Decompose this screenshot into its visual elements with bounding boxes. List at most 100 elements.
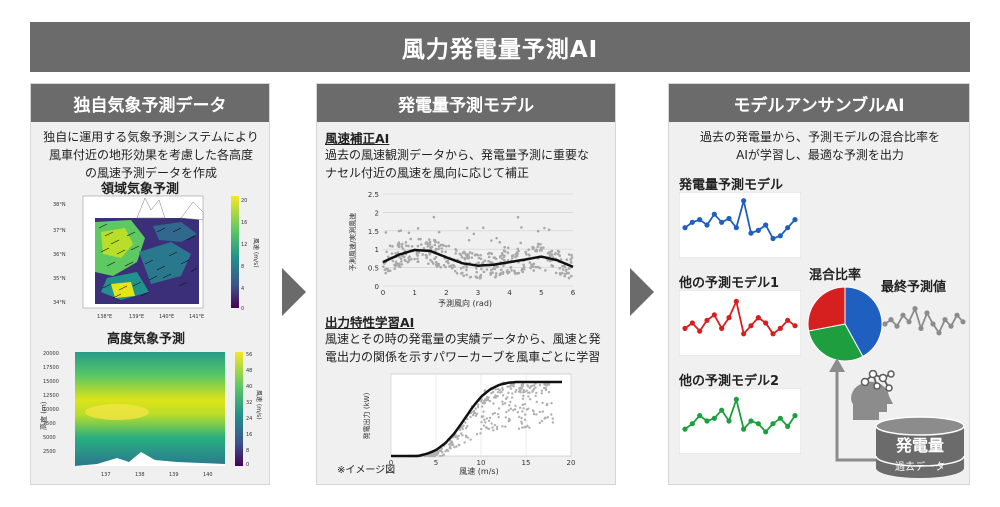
chart1-point: [385, 250, 388, 254]
chart1-point: [465, 268, 468, 272]
panel-weather-data: 独自気象予測データ 独自に運用する気象予測システムにより 風車付近の地形効果を考…: [30, 83, 270, 485]
series-point: [755, 315, 761, 321]
chart1-point: [467, 253, 470, 257]
chart2-point: [442, 453, 446, 456]
chart1-point: [507, 270, 511, 274]
series-point: [918, 325, 924, 331]
series-line: [884, 306, 964, 335]
chart2-point: [462, 424, 465, 427]
series-point: [888, 317, 894, 323]
series-point: [785, 423, 791, 429]
chart1-point: [522, 265, 526, 269]
chart2-point: [465, 417, 469, 421]
cbar2-tick: 32: [246, 400, 252, 406]
chart2-point: [486, 398, 490, 402]
series-line: [684, 200, 796, 240]
chart2-point: [499, 391, 502, 394]
chart1-point: [469, 275, 473, 279]
chart1-point: [481, 262, 484, 265]
chart1-point: [520, 226, 523, 229]
chart2-point: [504, 425, 507, 428]
series-point: [741, 331, 747, 337]
chart1-point: [547, 228, 551, 232]
cbar-tick: 0: [241, 306, 244, 312]
chart2-point: [488, 399, 492, 403]
desc-line: 過去の発電量から、予測モデルの混合比率を: [699, 130, 940, 144]
chart2-point: [501, 386, 504, 390]
chart2-point: [530, 384, 534, 387]
chart1-point: [517, 271, 521, 275]
series-line: [684, 396, 796, 434]
chart1-point: [410, 245, 414, 248]
series-point: [900, 312, 906, 318]
chart1-point: [386, 269, 390, 273]
map-colorbar: [231, 196, 239, 308]
cbar2-tick: 48: [246, 368, 252, 374]
chart1-point: [400, 260, 403, 263]
chart2-point: [438, 449, 441, 453]
chart2-point: [504, 416, 508, 419]
height-ytick: 17500: [43, 365, 59, 371]
chart1-point: [437, 264, 441, 267]
chart1-point: [407, 231, 411, 235]
model-c-label: 他の予測モデル2: [679, 374, 780, 389]
chart2-point: [460, 432, 463, 435]
chart2-point: [503, 402, 507, 405]
height-xtick: 139: [169, 472, 179, 478]
desc-line: 風速とその時の発電量の実績データから、風速と発: [325, 332, 601, 346]
chart1-point: [399, 257, 403, 260]
chart1-point: [561, 264, 564, 268]
chart1-point: [401, 247, 405, 250]
chart1-point: [489, 268, 493, 272]
chart1-point: [421, 253, 424, 256]
height-colorbar: [235, 352, 243, 466]
chart2-point: [475, 412, 479, 416]
chart1-point: [459, 267, 463, 270]
series-point: [748, 418, 754, 424]
series-point: [785, 225, 791, 231]
chart2-point: [497, 407, 501, 410]
chart2-point: [551, 421, 555, 424]
mix-ratio-pie: [807, 286, 883, 362]
chart2-point: [509, 407, 513, 410]
chart1-point: [474, 267, 478, 270]
chart1-point: [393, 267, 397, 271]
chart2-point: [544, 384, 547, 387]
chart2-point: [501, 388, 505, 391]
model-b-chart: [679, 290, 801, 356]
chart1-point: [502, 264, 505, 268]
chart1-point: [415, 251, 419, 255]
chart1-point: [442, 244, 446, 247]
chart1-point: [554, 252, 558, 255]
chart2-point: [482, 424, 486, 427]
chart2-point: [546, 415, 550, 419]
series-point: [682, 426, 688, 432]
chart2-point: [507, 420, 510, 423]
series-point: [960, 319, 966, 325]
chart2-point: [487, 396, 490, 399]
chart1-point: [499, 268, 503, 272]
chart2-point: [541, 410, 544, 413]
model-c-series: [682, 396, 798, 435]
chart1-point: [503, 258, 506, 262]
chart1-point: [503, 245, 506, 249]
main-title: 風力発電量予測AI: [30, 22, 970, 72]
series-point: [719, 219, 725, 225]
database-sublabel: 過去データ: [895, 462, 945, 473]
chart1-point: [534, 265, 538, 269]
chart1-ytick: 0.5: [368, 265, 379, 273]
chart2-point: [523, 413, 527, 416]
chart1-point: [498, 240, 502, 244]
chart1-point: [465, 256, 469, 259]
panel-model-header: 発電量予測モデル: [317, 84, 615, 122]
chart1-point: [400, 242, 404, 246]
chart1-point: [403, 258, 407, 262]
chart2-point: [532, 387, 536, 391]
chart2-point: [487, 419, 491, 423]
chart2-point: [522, 391, 525, 394]
chart1-point: [429, 245, 432, 249]
chart1-point: [453, 269, 457, 273]
series-point: [954, 312, 960, 318]
chart2-point: [532, 410, 535, 413]
chart1-point: [394, 252, 397, 255]
